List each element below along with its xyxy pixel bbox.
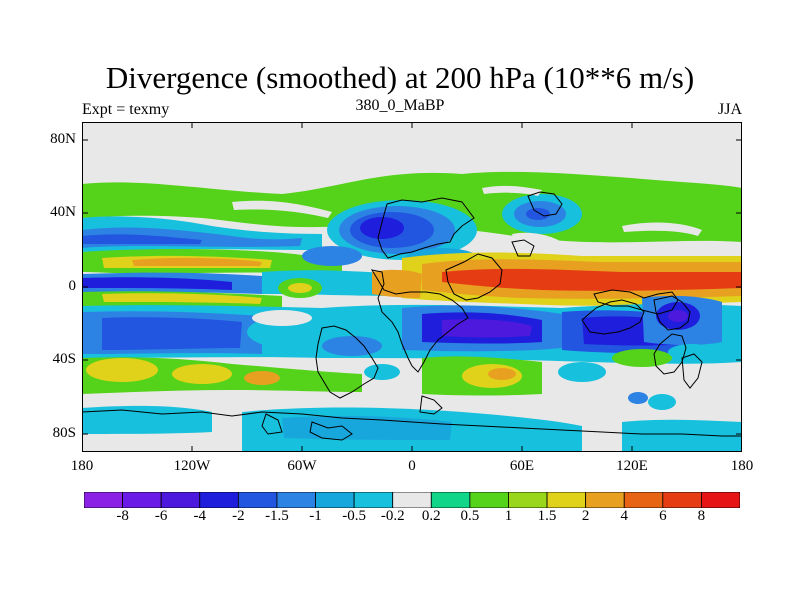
colorbar-swatch (392, 492, 432, 508)
y-tick-label: 80N (50, 131, 76, 147)
x-tick-label: 60E (509, 458, 535, 474)
x-tick-label: 180 (70, 458, 94, 474)
colorbar-swatch (84, 492, 123, 508)
colorbar-swatch (276, 492, 316, 508)
colorbar-label: 0.5 (460, 508, 480, 524)
neutral-gaps (232, 157, 702, 246)
colorbar-label: 4 (620, 508, 628, 524)
y-tick-label: 40S (52, 351, 76, 367)
colorbar-label: -1 (309, 508, 322, 524)
continent-outlines (82, 191, 742, 441)
equatorial-band (82, 252, 742, 308)
colorbar-swatch (701, 492, 740, 508)
colorbar-swatch (430, 492, 471, 508)
colorbar-label: -8 (116, 508, 129, 524)
x-tick-label: 180 (730, 458, 754, 474)
colorbar-label: -4 (193, 508, 207, 524)
colorbar-label: -6 (154, 508, 168, 524)
colorbar-swatch (662, 492, 702, 508)
colorbar-label: -0.5 (342, 508, 366, 524)
southern-midlatitudes (82, 344, 716, 410)
x-tick-label: 120E (616, 458, 648, 474)
divergence-map (82, 122, 742, 452)
colorbar-swatch (237, 492, 278, 508)
colorbar-swatch (623, 492, 664, 508)
x-tick-label: 0 (408, 458, 416, 474)
season-label: JJA (717, 101, 742, 118)
colorbar-swatch (585, 492, 625, 508)
tick-marks (82, 122, 742, 452)
colorbar-label: 0.2 (421, 508, 441, 524)
x-tick-label: 120W (173, 458, 211, 474)
colorbar-label: -2 (232, 508, 245, 524)
colorbar-swatch (315, 492, 355, 508)
experiment-label: Expt = texmy (82, 101, 170, 118)
colorbar-label: 1 (504, 508, 513, 524)
colorbar-swatch (469, 492, 509, 508)
southern-convergence (82, 295, 742, 364)
colorbar-label: -1.5 (265, 508, 289, 524)
colorbar-swatch (122, 492, 162, 508)
colorbar-label: 2 (581, 508, 590, 524)
colorbar-label: 8 (697, 508, 706, 524)
y-tick-label: 40N (50, 204, 76, 220)
y-tick-label: 0 (68, 278, 77, 294)
colorbar (84, 492, 740, 508)
colorbar-swatch (508, 492, 548, 508)
colorbar-swatch (160, 492, 201, 508)
colorbar-label: 1.5 (537, 508, 557, 524)
center-label: 380_0_MaBP (355, 97, 445, 114)
colorbar-swatch (546, 492, 587, 508)
colorbar-label: 6 (659, 508, 667, 524)
plot-title: Divergence (smoothed) at 200 hPa (10**6 … (105, 60, 695, 95)
colorbar-swatch (353, 492, 394, 508)
y-tick-label: 80S (52, 425, 76, 441)
colorbar-swatch (199, 492, 239, 508)
x-tick-label: 60W (287, 458, 317, 474)
colorbar-label: -0.2 (380, 508, 405, 524)
